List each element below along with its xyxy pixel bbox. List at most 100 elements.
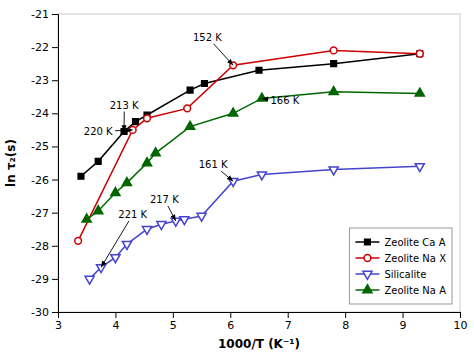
y-tick-mark [52, 213, 58, 214]
point [151, 148, 160, 156]
y-tick-mark [52, 14, 58, 15]
x-axis: 345678910 [55, 312, 468, 332]
y-tick: -21 [31, 8, 58, 21]
point [415, 88, 424, 96]
x-tick-label: 3 [55, 319, 62, 332]
legend-item: Zeolite Ca A [355, 237, 445, 248]
series [82, 87, 424, 222]
x-tick-mark [230, 312, 231, 318]
x-tick-label: 9 [400, 319, 407, 332]
y-tick: -26 [31, 174, 58, 187]
y-axis-title: ln τ₂(s) [4, 139, 18, 187]
series-line [78, 50, 420, 240]
y-tick-label: -21 [31, 8, 49, 21]
y-tick-label: -30 [31, 306, 49, 319]
x-axis-title: 1000/T (K⁻¹) [218, 337, 300, 351]
point [329, 167, 338, 175]
y-tick-mark [52, 146, 58, 147]
y-tick: -30 [31, 306, 58, 319]
x-tick: 10 [454, 312, 468, 332]
point [82, 214, 91, 222]
annotation: 161 K [199, 159, 228, 170]
annotation-arrow [124, 112, 125, 132]
y-tick-mark [52, 246, 58, 247]
annotation-arrow [115, 129, 133, 131]
x-tick-mark [115, 312, 116, 318]
point [85, 276, 94, 284]
point [257, 93, 266, 101]
y-tick-mark [52, 80, 58, 81]
x-tick-mark [345, 312, 346, 318]
legend-symbol [365, 239, 371, 245]
series-line [87, 92, 420, 219]
series [78, 51, 422, 179]
y-tick-label: -23 [31, 74, 49, 87]
y-tick: -27 [31, 207, 58, 220]
point [122, 178, 131, 186]
legend-symbol [364, 255, 371, 262]
point [157, 222, 166, 230]
point [75, 237, 82, 244]
point [202, 81, 208, 87]
x-tick: 4 [112, 312, 119, 332]
y-tick-label: -22 [31, 41, 49, 54]
point [111, 255, 120, 263]
legend-item: Zeolite Na A [355, 285, 446, 296]
annotation-arrow [262, 98, 269, 99]
y-tick-label: -29 [31, 273, 49, 286]
x-tick: 6 [227, 312, 234, 332]
annotation-arrow [213, 44, 233, 66]
point [417, 51, 423, 57]
y-axis: -30-29-28-27-26-25-24-23-22-21 [31, 8, 58, 319]
annotation-arrow [221, 171, 233, 181]
x-tick-label: 6 [227, 319, 234, 332]
x-tick: 9 [400, 312, 407, 332]
y-tick-mark [52, 180, 58, 181]
point [330, 47, 337, 54]
legend-label: Zeolite Ca A [384, 237, 445, 248]
legend-label: Zeolite Na X [384, 253, 446, 264]
x-tick-mark [460, 312, 461, 318]
legend-symbol [363, 271, 372, 279]
annotation: 152 K [193, 32, 222, 43]
x-tick-mark [403, 312, 404, 318]
chart: 345678910-30-29-28-27-26-25-24-23-22-212… [0, 0, 474, 358]
legend: Zeolite Ca A Zeolite Na X Silicalite Zeolit… [349, 228, 452, 304]
plot-frame [58, 14, 460, 312]
point [229, 108, 238, 116]
annotation: 166 K [270, 95, 299, 106]
point [78, 173, 84, 179]
y-tick-mark [52, 47, 58, 48]
y-tick: -29 [31, 273, 58, 286]
point [331, 61, 337, 67]
y-tick-label: -25 [31, 140, 49, 153]
annotation: 213 K [110, 100, 139, 111]
point [133, 119, 139, 125]
annotation: 220 K [84, 126, 113, 137]
x-tick: 8 [342, 312, 349, 332]
point [415, 164, 424, 172]
y-tick-mark [52, 279, 58, 280]
x-tick-mark [288, 312, 289, 318]
point [142, 227, 151, 235]
point [229, 179, 238, 187]
series-line [81, 54, 420, 177]
x-tick-label: 10 [454, 319, 468, 332]
x-tick: 3 [55, 312, 62, 332]
annotation: 217 K [150, 194, 179, 205]
point [329, 87, 338, 95]
annotation-arrow [168, 206, 176, 221]
point [180, 217, 189, 225]
legend-item: Silicalite [355, 269, 426, 280]
point [144, 115, 151, 122]
y-tick-label: -27 [31, 207, 49, 220]
annotation-arrow [101, 221, 129, 267]
x-tick: 5 [170, 312, 177, 332]
point [416, 50, 423, 57]
point [197, 213, 206, 221]
point [97, 265, 106, 273]
annotations: 213 K220 K152 K166 K221 K217 K161 K [84, 32, 300, 268]
point [186, 121, 195, 129]
legend-label: Zeolite Na A [384, 285, 446, 296]
point [171, 218, 180, 226]
